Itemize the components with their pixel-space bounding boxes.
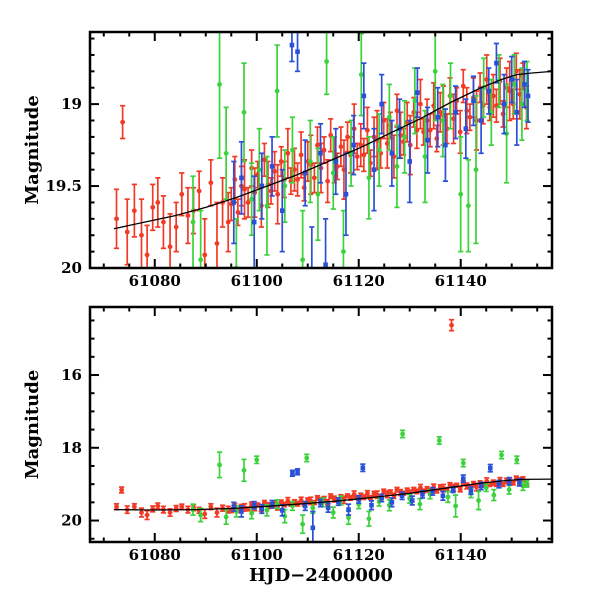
bottom-survey-blue-series bbox=[231, 463, 522, 542]
top-y-tick-label: 20 bbox=[61, 259, 82, 277]
bottom-data-area bbox=[113, 318, 552, 542]
panel-bottom: 61080 61100 61120 61140 16 18 20 Magnitude bbox=[22, 305, 554, 564]
bottom-x-tick-label: 61120 bbox=[333, 546, 385, 564]
top-y-tick-label: 19 bbox=[61, 95, 82, 113]
top-x-tick-label: 61080 bbox=[129, 272, 181, 290]
top-survey-red-series bbox=[113, 52, 530, 268]
bottom-frame bbox=[88, 305, 554, 544]
bottom-x-tick-label: 61140 bbox=[435, 546, 487, 564]
top-x-tick-label: 61100 bbox=[231, 272, 283, 290]
bottom-model-line bbox=[113, 478, 552, 511]
ylabel-top: Magnitude bbox=[22, 95, 43, 205]
top-ticks bbox=[90, 32, 552, 269]
top-x-tick-label: 61140 bbox=[435, 272, 487, 290]
bottom-x-tick-label: 61100 bbox=[231, 546, 283, 564]
bottom-y-tick-label: 18 bbox=[61, 439, 82, 457]
top-frame bbox=[88, 30, 554, 270]
bottom-x-tick-label: 61080 bbox=[129, 546, 181, 564]
bottom-survey-green-series bbox=[190, 429, 530, 535]
top-model-line bbox=[113, 70, 552, 230]
top-y-tick-label: 19.5 bbox=[45, 177, 82, 195]
bottom-survey-red-series bbox=[113, 318, 530, 521]
top-survey-blue-series bbox=[231, 32, 531, 268]
top-survey-green-series bbox=[190, 32, 530, 268]
bottom-y-tick-label: 16 bbox=[61, 366, 82, 384]
ylabel-bottom: Magnitude bbox=[22, 370, 43, 480]
top-x-tick-label: 61120 bbox=[333, 272, 385, 290]
panel-top: 61080 61100 61120 61140 19 19.5 20 Magnitude bbox=[22, 30, 554, 290]
top-data-area bbox=[113, 32, 552, 268]
bottom-ticks bbox=[90, 307, 552, 542]
bottom-y-tick-label: 20 bbox=[61, 512, 82, 530]
xlabel: HJD−2400000 bbox=[249, 565, 393, 586]
